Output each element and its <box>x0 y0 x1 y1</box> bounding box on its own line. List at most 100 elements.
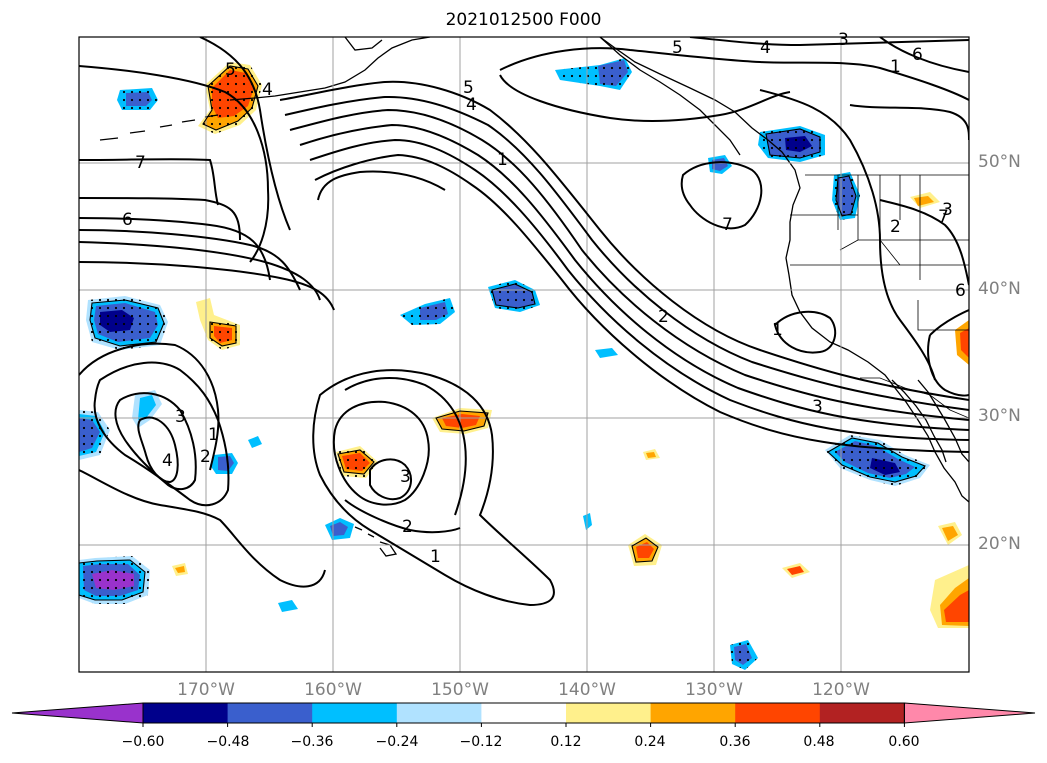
colorbar-segment <box>227 703 313 723</box>
positive-anomaly-blob <box>955 320 969 365</box>
contour-line <box>309 138 969 441</box>
colorbar-tick-label: 0.48 <box>803 734 835 750</box>
contour-line <box>332 400 430 506</box>
lat-label-30n: 30°N <box>978 406 1021 426</box>
colorbar-segment <box>312 703 398 723</box>
negative-anomaly-blob <box>325 518 354 540</box>
contour-label: 3 <box>942 200 953 220</box>
blob-outline <box>835 175 857 217</box>
contour-label: 4 <box>760 38 771 58</box>
colorbar-tick-label: −0.12 <box>459 734 503 750</box>
blob-outlines <box>79 65 926 601</box>
contour-line <box>689 37 969 47</box>
contour-label: 1 <box>430 547 441 567</box>
contour-label: 1 <box>890 57 901 77</box>
contour-label: 4 <box>466 95 477 115</box>
contour-label: 6 <box>912 45 923 65</box>
negative-anomaly-blob <box>708 155 732 174</box>
colorbar-tick-label: 0.12 <box>550 734 582 750</box>
contour-label: 7 <box>135 153 146 173</box>
contour-label: 4 <box>162 451 173 471</box>
alaska-coast <box>344 37 383 51</box>
blob-outline <box>631 537 659 563</box>
colorbar-segment <box>566 703 652 723</box>
contour-line <box>79 261 335 311</box>
contour-label: 1 <box>208 425 219 445</box>
contour-label: 5 <box>463 78 474 98</box>
negative-anomaly-blob <box>117 88 158 110</box>
blob-outline <box>827 437 926 483</box>
contour-label: 2 <box>890 217 901 237</box>
contour-line <box>79 197 241 241</box>
baja-california-coast <box>891 379 947 463</box>
lon-label-160w: 160°W <box>304 680 362 700</box>
contour-line <box>314 153 969 453</box>
contour-label: 3 <box>175 407 186 427</box>
colorbar-tick-label: −0.24 <box>375 734 419 750</box>
colorbar-segment <box>143 703 229 723</box>
contour-line <box>499 47 969 101</box>
positive-anomaly-blob <box>196 298 240 350</box>
gulf-coast <box>917 379 969 463</box>
negative-anomaly-blob <box>210 453 238 474</box>
contour-line <box>369 458 412 501</box>
alaska-coast <box>229 37 431 101</box>
contour-label: 6 <box>122 210 133 230</box>
positive-anomaly-blob <box>172 192 962 578</box>
contour-line <box>199 37 291 231</box>
colorbar-segment <box>481 703 567 723</box>
negative-anomaly-blob <box>555 58 632 90</box>
contour-label: 3 <box>812 397 823 417</box>
contour-line <box>312 369 555 607</box>
contour-line <box>879 199 969 286</box>
lon-label-150w: 150°W <box>431 680 489 700</box>
aleutian-islands <box>99 114 219 141</box>
contour-line <box>93 361 230 507</box>
colorbar-segment <box>735 703 821 723</box>
negative-anomaly-blob <box>400 298 455 325</box>
anomaly-shading <box>79 58 969 670</box>
colorbar-frame <box>142 702 905 724</box>
blob-outline <box>435 410 489 432</box>
contour-line <box>79 217 271 281</box>
map-frame <box>78 36 970 673</box>
colorbar-tick-label: −0.36 <box>290 734 334 750</box>
contour-line <box>773 310 837 354</box>
coastlines <box>99 37 969 557</box>
lat-label-40n: 40°N <box>978 279 1021 299</box>
colorbar-extend-high <box>903 702 1036 724</box>
lon-label-140w: 140°W <box>558 680 616 700</box>
colorbar-segment <box>396 703 482 723</box>
contour-label: 2 <box>200 447 211 467</box>
north-america-coast <box>599 37 969 503</box>
contour-label: 2 <box>402 517 413 537</box>
colorbar-extend-low <box>11 702 144 724</box>
contour-line <box>680 161 763 230</box>
contour-label: 5 <box>672 38 683 58</box>
contour-label: 7 <box>722 215 733 235</box>
contour-label: 1 <box>497 150 508 170</box>
contour-line <box>289 108 969 421</box>
contour-line <box>279 80 969 401</box>
blob-outline <box>337 449 375 475</box>
contour-line <box>137 416 179 484</box>
colorbar-tick-label: 0.24 <box>634 734 666 750</box>
contour-label: 6 <box>955 281 966 301</box>
positive-anomaly-blob <box>930 565 969 628</box>
lat-label-50n: 50°N <box>978 152 1021 172</box>
contour-label: 5 <box>225 60 236 80</box>
blob-outline <box>765 128 821 159</box>
colorbar-tick-label: 0.60 <box>888 734 920 750</box>
contour-label: 2 <box>658 307 669 327</box>
colorbar-tick-label: 0.36 <box>719 734 751 750</box>
blob-outline <box>79 559 146 601</box>
contour-line <box>79 241 321 301</box>
hawaii-islands <box>354 526 398 557</box>
contour-labels: 5 4 4 5 6 7 7 6 5 4 1 2 3 1 7 1 2 3 4 3 … <box>122 30 966 567</box>
colorbar-segment <box>819 703 905 723</box>
alaska-panhandle <box>599 37 741 156</box>
blob-outline <box>209 321 237 347</box>
map-title: 2021012500 F000 <box>445 10 602 30</box>
contour-label: 3 <box>838 30 849 50</box>
